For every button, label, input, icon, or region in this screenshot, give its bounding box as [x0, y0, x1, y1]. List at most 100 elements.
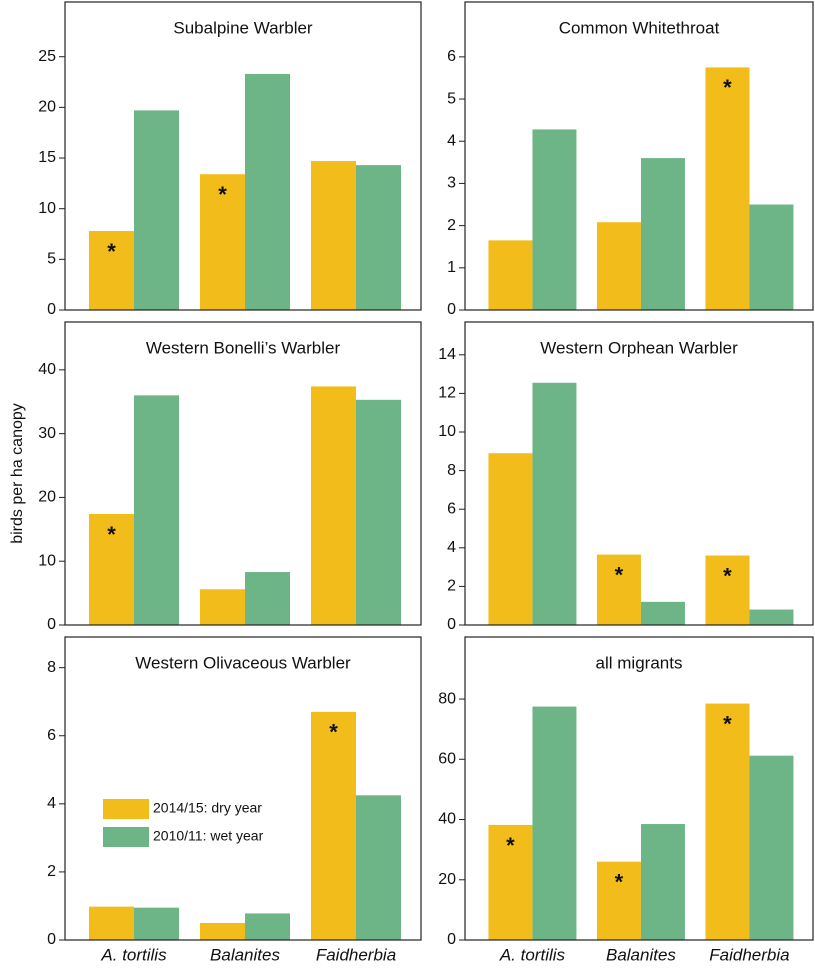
- y-tick-label: 15: [38, 149, 56, 166]
- y-tick-label: 40: [38, 361, 56, 378]
- x-tick-label: A. tortilis: [499, 945, 566, 964]
- bar: [705, 703, 750, 940]
- significance-mark: *: [723, 563, 732, 588]
- plot-frame: [464, 636, 814, 941]
- y-tick-label: 5: [447, 90, 456, 107]
- y-tick-label: 14: [438, 346, 456, 363]
- legend-label: 2010/11: wet year: [153, 828, 264, 844]
- bar: [705, 555, 750, 625]
- y-tick-label: 8: [447, 462, 456, 479]
- y-tick-label: 10: [38, 552, 56, 569]
- y-tick-label: 2: [447, 578, 456, 595]
- y-tick-label: 8: [47, 659, 56, 676]
- panel-title: all migrants: [596, 653, 683, 672]
- legend-swatch: [103, 827, 149, 847]
- bar: [200, 589, 245, 625]
- significance-mark: *: [506, 833, 515, 858]
- y-tick-label: 0: [47, 931, 56, 948]
- y-tick-label: 0: [447, 931, 456, 948]
- plot-frame: [464, 1, 814, 311]
- y-tick-label: 4: [447, 539, 456, 556]
- bar: [245, 73, 290, 311]
- y-tick-label: 20: [438, 871, 456, 888]
- y-tick-label: 0: [447, 301, 456, 318]
- bar: [640, 601, 685, 625]
- bar: [488, 240, 533, 310]
- y-tick-label: 5: [47, 251, 56, 268]
- panel-title: Western Orphean Warbler: [540, 338, 738, 357]
- bar: [532, 382, 577, 625]
- significance-mark: *: [107, 522, 116, 547]
- y-tick-label: 2: [47, 863, 56, 880]
- x-tick-label: Faidherbia: [316, 945, 396, 964]
- y-tick-label: 6: [47, 727, 56, 744]
- bar: [488, 453, 533, 625]
- y-tick-label: 6: [447, 500, 456, 517]
- y-tick-label: 0: [47, 616, 56, 633]
- legend-swatch: [103, 799, 149, 819]
- legend-label: 2014/15: dry year: [153, 800, 262, 816]
- x-tick-label: Balanites: [606, 945, 676, 964]
- significance-mark: *: [615, 562, 624, 587]
- y-tick-label: 2: [447, 217, 456, 234]
- y-tick-label: 12: [438, 385, 456, 402]
- significance-mark: *: [615, 870, 624, 895]
- significance-mark: *: [329, 720, 338, 745]
- bar: [134, 110, 179, 310]
- y-tick-label: 20: [38, 489, 56, 506]
- bar: [311, 386, 356, 625]
- bar: [89, 906, 134, 940]
- bar: [640, 824, 685, 940]
- y-tick-label: 4: [447, 132, 456, 149]
- bar: [245, 913, 290, 940]
- y-tick-label: 10: [38, 200, 56, 217]
- bar: [532, 706, 577, 940]
- y-tick-label: 6: [447, 48, 456, 65]
- x-tick-label: Faidherbia: [709, 945, 789, 964]
- x-tick-label: A. tortilis: [100, 945, 167, 964]
- bar: [245, 572, 290, 625]
- bar: [749, 609, 794, 625]
- plot-frame: [64, 1, 422, 311]
- bar: [356, 165, 401, 310]
- y-tick-label: 4: [47, 795, 56, 812]
- y-tick-label: 25: [38, 48, 56, 65]
- significance-mark: *: [107, 239, 116, 264]
- bar: [311, 161, 356, 310]
- bar: [200, 922, 245, 940]
- significance-mark: *: [723, 75, 732, 100]
- bar: [596, 861, 641, 940]
- y-tick-label: 60: [438, 751, 456, 768]
- x-tick-label: Balanites: [210, 945, 280, 964]
- y-tick-label: 0: [47, 301, 56, 318]
- bar: [89, 230, 134, 310]
- bar: [89, 514, 134, 625]
- plot-frame: [64, 321, 422, 626]
- y-tick-label: 80: [438, 690, 456, 707]
- panel-title: Common Whitethroat: [559, 18, 720, 37]
- bar: [640, 158, 685, 310]
- y-tick-label: 10: [438, 423, 456, 440]
- bar: [134, 907, 179, 940]
- plot-frame: [464, 321, 814, 626]
- bar: [749, 204, 794, 310]
- y-tick-label: 20: [38, 99, 56, 116]
- bar: [596, 554, 641, 625]
- bar: [749, 755, 794, 940]
- y-tick-label: 1: [447, 259, 456, 276]
- bar: [705, 67, 750, 310]
- significance-mark: *: [218, 182, 227, 207]
- plot-frame: [64, 636, 422, 941]
- y-tick-label: 3: [447, 175, 456, 192]
- y-axis-label: birds per ha canopy: [9, 403, 26, 544]
- significance-mark: *: [723, 711, 732, 736]
- panel-title: Western Bonelli’s Warbler: [146, 338, 341, 357]
- y-tick-label: 30: [38, 425, 56, 442]
- panel-title: Subalpine Warbler: [173, 18, 313, 37]
- bar: [356, 795, 401, 940]
- panel-title: Western Olivaceous Warbler: [135, 653, 351, 672]
- bar: [532, 129, 577, 310]
- bar: [356, 399, 401, 625]
